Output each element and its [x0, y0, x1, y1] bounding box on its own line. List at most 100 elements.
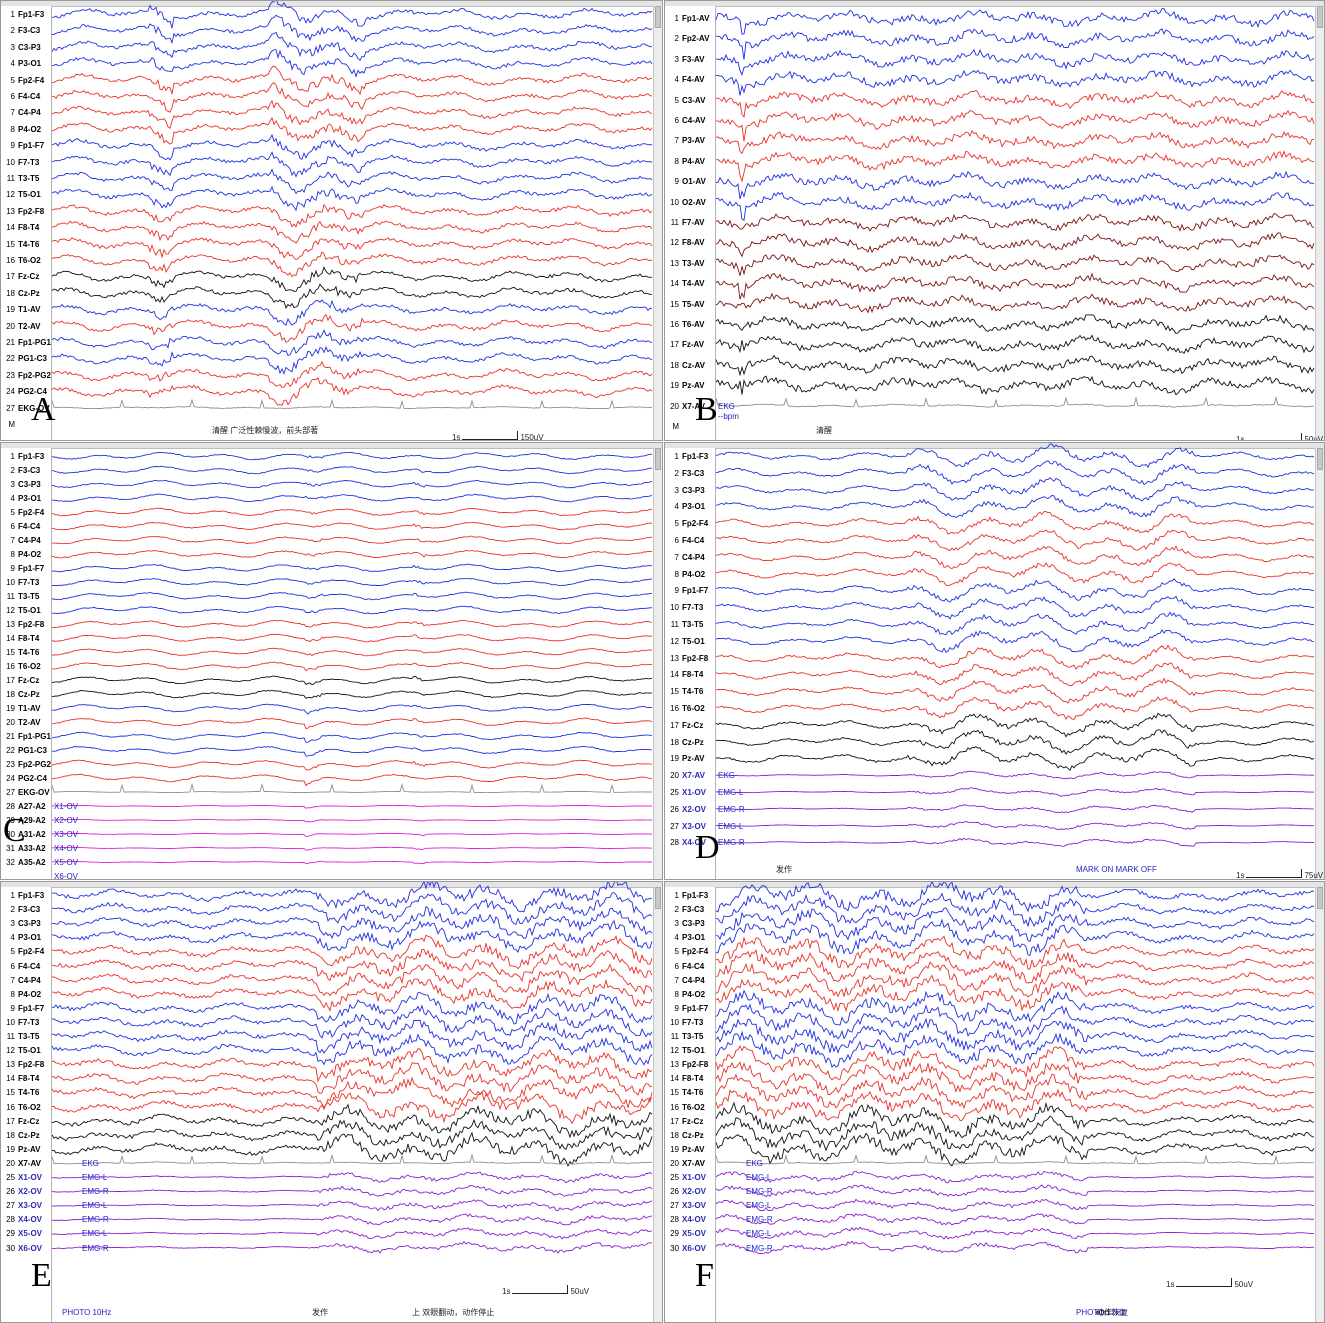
channel-label: 31 A33-A2	[3, 844, 45, 853]
eeg-trace-blue	[715, 907, 1315, 943]
channel-name: Fp2-F8	[682, 653, 709, 663]
channel-number: 3	[10, 480, 15, 489]
scrollbar-thumb[interactable]	[1317, 6, 1323, 28]
channel-name: O1-AV	[682, 177, 706, 187]
channel-number: 7	[10, 108, 15, 118]
channel-number: 10	[6, 157, 15, 167]
channel-number: 16	[6, 256, 15, 265]
eeg-trace-red	[51, 507, 653, 517]
scrollbar-thumb[interactable]	[1317, 448, 1323, 470]
channel-number: 6	[10, 961, 15, 971]
channel-label: 19 T1-AV	[3, 305, 40, 315]
channel-label: 7 C4-P4	[667, 553, 705, 562]
channel-name: T3-AV	[682, 258, 705, 268]
channel-label: 30 X6-OV	[667, 1244, 706, 1253]
eeg-trace-area[interactable]	[51, 882, 653, 1322]
channel-name: X4-OV	[682, 1215, 707, 1225]
channel-number: 18	[670, 737, 679, 747]
channel-number: 19	[670, 1144, 679, 1154]
channel-number: 16	[6, 1102, 15, 1112]
eeg-trace-red	[51, 633, 653, 643]
channel-label: 17 Fz-Cz	[3, 272, 39, 281]
channel-number: 29	[6, 816, 15, 825]
channel-name: C4-P4	[18, 975, 41, 985]
channel-number: 26	[6, 1187, 15, 1197]
eeg-trace-black	[51, 266, 653, 292]
channel-number: 12	[670, 238, 679, 248]
eeg-trace-blue	[715, 460, 1315, 486]
channel-label: 23 Fp2-PG2	[3, 371, 51, 380]
panel-letter: C	[3, 812, 26, 849]
channel-number: 2	[674, 905, 679, 915]
eeg-trace-area[interactable]	[51, 448, 653, 879]
channel-number: 6	[674, 536, 679, 545]
scrollbar-thumb[interactable]	[1317, 887, 1323, 909]
eeg-trace-red	[51, 116, 653, 145]
aux-channel-label: --bpm	[718, 411, 739, 421]
channel-number: 8	[10, 989, 15, 999]
channel-number: 20	[6, 718, 15, 727]
scale-line	[1246, 869, 1303, 878]
eeg-trace-area[interactable]	[715, 882, 1315, 1322]
eeg-trace-blue	[52, 605, 653, 615]
channel-name: F8-T4	[682, 670, 704, 680]
channel-name: F8-T4	[18, 1074, 40, 1084]
eeg-traces	[51, 451, 653, 865]
scrollbar-thumb[interactable]	[655, 6, 661, 28]
vertical-scrollbar[interactable]	[1315, 6, 1324, 440]
eeg-trace-red	[51, 619, 653, 629]
channel-label: 25 X1-OV	[667, 788, 706, 797]
scrollbar-thumb[interactable]	[655, 448, 661, 470]
channel-name: Fp1-F3	[682, 452, 709, 461]
channel-name: T6-O2	[18, 662, 41, 671]
eeg-trace-black	[715, 746, 1315, 771]
vertical-scrollbar[interactable]	[653, 448, 662, 879]
channel-number: 6	[674, 961, 679, 971]
vertical-scrollbar[interactable]	[1315, 448, 1324, 879]
channel-name: X1-OV	[18, 1173, 43, 1182]
channel-name: T5-O1	[18, 1046, 41, 1056]
channel-label: 14 F8-T4	[3, 223, 39, 232]
eeg-trace-red	[51, 934, 653, 970]
vertical-scrollbar[interactable]	[653, 6, 662, 440]
channel-name: C3-P3	[18, 919, 41, 929]
eeg-trace-blue	[52, 1004, 653, 1039]
channel-name: F4-C4	[18, 961, 41, 971]
eeg-trace-area[interactable]	[715, 6, 1315, 440]
eeg-trace-red	[715, 1073, 1315, 1110]
channel-name: X6-OV	[682, 1243, 707, 1253]
channel-name: P3-O1	[18, 933, 42, 943]
channel-name: T6-O2	[682, 1102, 705, 1112]
channel-number: 18	[6, 1130, 15, 1140]
vertical-scrollbar[interactable]	[653, 887, 662, 1322]
vertical-scrollbar[interactable]	[1315, 887, 1324, 1322]
eeg-trace-blue	[51, 151, 653, 178]
channel-number: 16	[6, 662, 15, 671]
channel-name: F4-C4	[682, 961, 705, 971]
channel-label: 16 T6-O2	[3, 256, 41, 265]
channel-number: 11	[6, 1032, 15, 1041]
eeg-traces	[51, 882, 653, 1254]
channel-number: 6	[10, 92, 15, 101]
channel-label: 18 Cz-Pz	[3, 289, 40, 298]
channel-number: 1	[10, 891, 15, 900]
channel-number: 19	[6, 305, 15, 315]
channel-number: 12	[6, 1046, 15, 1056]
channel-number: 30	[6, 830, 15, 839]
eeg-panel-b: 1 Fp1-AV 2 Fp2-AV 3 F3-AV 4 F4-AV 5 C3-AV 6 C4-AV 7 P…	[664, 0, 1325, 441]
scale-line	[1246, 433, 1303, 440]
channel-name: Cz-AV	[682, 360, 705, 370]
eeg-trace-purple	[715, 1198, 1315, 1213]
aux-channel-label: EMG-L	[82, 1229, 108, 1239]
channel-label: 3 C3-P3	[3, 43, 41, 52]
channel-label: 16 T6-O2	[3, 662, 41, 671]
eeg-trace-area[interactable]	[51, 1, 653, 440]
eeg-trace-area[interactable]	[715, 443, 1315, 879]
channel-name: Fp1-F3	[18, 10, 45, 19]
channel-label: 12 T5-O1	[3, 606, 41, 615]
event-annotation: 发作	[776, 865, 792, 874]
scrollbar-thumb[interactable]	[655, 887, 661, 909]
eeg-panel-f: 1 Fp1-F3 2 F3-C3 3 C3-P3 4 P3-O1 5 Fp2-F4 6 F4-C4 7 C…	[664, 881, 1325, 1323]
eeg-trace-blue	[715, 882, 1315, 913]
aux-channel-label: X6-OV	[54, 872, 79, 880]
